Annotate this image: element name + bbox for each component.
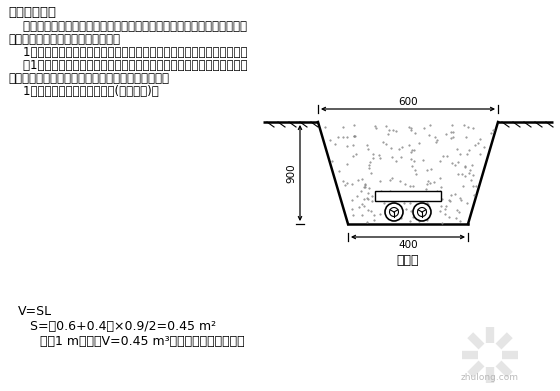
- Text: 1）两根电缆以内土石方量为(如图所示)：: 1）两根电缆以内土石方量为(如图所示)：: [8, 85, 158, 98]
- Text: S=（0.6+0.4）×0.9/2=0.45 m²: S=（0.6+0.4）×0.9/2=0.45 m²: [30, 320, 216, 333]
- Circle shape: [390, 208, 399, 217]
- Circle shape: [418, 208, 427, 217]
- Bar: [375, 191, 441, 201]
- Text: 900: 900: [286, 163, 296, 183]
- Text: 400: 400: [398, 240, 418, 250]
- Text: zhulong.com: zhulong.com: [461, 373, 519, 382]
- Text: 电缆敏设方式主要有：直接埋地；穿管敏设；电缆沟内支架上；挂于墙、: 电缆敏设方式主要有：直接埋地；穿管敏设；电缆沟内支架上；挂于墙、: [8, 20, 247, 33]
- Text: 量；电缆沟无设计断面图时，按下式计算土石方量。: 量；电缆沟无设计断面图时，按下式计算土石方量。: [8, 72, 169, 85]
- Text: 三、电缆敏设: 三、电缆敏设: [8, 6, 56, 19]
- Text: （1）电缆埋设挪填土石方量：电缆沟有设计断面图时，按图计算土石方: （1）电缆埋设挪填土石方量：电缆沟有设计断面图时，按图计算土石方: [8, 59, 248, 72]
- Text: V=SL: V=SL: [18, 305, 52, 318]
- Text: 即每1 m沟长，V=0.45 m³。沟长按设计图计算。: 即每1 m沟长，V=0.45 m³。沟长按设计图计算。: [40, 335, 245, 348]
- Circle shape: [385, 203, 403, 221]
- Text: 1、电缆直埋时，需要计算电缆埋设挪填土（石）方、铺砂盖砖工程量。: 1、电缆直埋时，需要计算电缆埋设挪填土（石）方、铺砂盖砖工程量。: [8, 46, 248, 59]
- Text: 柱的支架上；沿桥架及电缆槽敏设。: 柱的支架上；沿桥架及电缆槽敏设。: [8, 33, 120, 46]
- Text: 电缆沟: 电缆沟: [396, 254, 419, 267]
- Circle shape: [413, 203, 431, 221]
- Text: 600: 600: [398, 97, 418, 107]
